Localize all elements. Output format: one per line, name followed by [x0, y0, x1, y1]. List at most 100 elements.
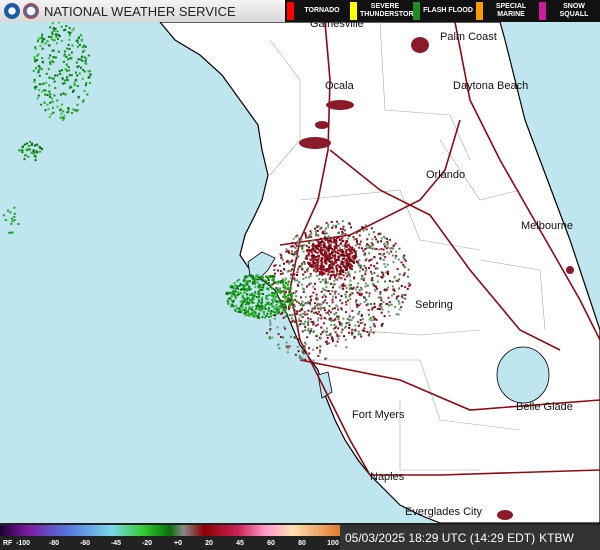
- echo: [343, 278, 346, 281]
- echo: [327, 235, 330, 238]
- echo: [381, 325, 383, 328]
- echo: [40, 68, 43, 71]
- echo: [239, 311, 242, 314]
- echo: [317, 307, 320, 310]
- echo: [328, 313, 331, 316]
- echo: [28, 144, 31, 147]
- echo: [291, 241, 294, 244]
- echo: [303, 352, 305, 355]
- echo: [335, 274, 338, 277]
- echo: [333, 323, 336, 326]
- echo: [332, 319, 335, 322]
- echo: [250, 308, 253, 311]
- charlotte-harbor: [317, 371, 333, 399]
- echo: [325, 258, 328, 261]
- echo: [301, 330, 304, 333]
- echo: [72, 108, 75, 111]
- echo: [351, 328, 354, 331]
- echo: [228, 297, 231, 300]
- echo: [298, 281, 301, 284]
- echo: [235, 287, 238, 290]
- echo: [254, 285, 257, 288]
- echo: [85, 82, 88, 85]
- echo: [306, 300, 309, 303]
- echo: [319, 259, 322, 262]
- echo: [380, 303, 383, 305]
- echo: [74, 109, 77, 112]
- echo: [320, 326, 323, 329]
- echo: [41, 41, 44, 44]
- echo: [321, 249, 324, 252]
- echo: [295, 300, 298, 303]
- echo: [41, 90, 44, 93]
- echo: [323, 309, 326, 312]
- echo: [353, 249, 356, 252]
- echo: [227, 297, 230, 300]
- echo: [280, 280, 283, 282]
- echo: [344, 242, 347, 245]
- echo: [83, 44, 86, 47]
- echo: [72, 90, 74, 93]
- echo: [344, 266, 347, 269]
- echo: [294, 353, 297, 356]
- echo: [322, 265, 325, 268]
- echo: [299, 304, 302, 307]
- echo: [296, 310, 299, 313]
- echo: [68, 27, 71, 29]
- echo: [376, 241, 379, 244]
- echo: [302, 304, 304, 307]
- echo: [60, 112, 63, 115]
- echo: [294, 235, 297, 238]
- echo: [273, 308, 276, 310]
- echo: [241, 303, 244, 306]
- echo: [325, 289, 328, 292]
- echo: [363, 330, 366, 332]
- echo: [344, 338, 347, 341]
- echo: [272, 277, 275, 280]
- echo: [280, 313, 283, 315]
- warning-swatch: [539, 2, 546, 20]
- echo: [325, 334, 328, 337]
- echo: [358, 259, 361, 262]
- echo: [332, 327, 335, 330]
- echo: [380, 248, 383, 251]
- echo: [276, 292, 279, 295]
- echo: [282, 268, 285, 270]
- echo: [348, 249, 351, 252]
- echo: [367, 334, 370, 337]
- echo: [241, 299, 244, 302]
- echo: [351, 309, 354, 312]
- echo: [358, 270, 361, 273]
- echo: [310, 294, 313, 297]
- echo: [374, 317, 376, 320]
- echo: [50, 36, 53, 38]
- echo: [82, 100, 85, 103]
- echo: [279, 298, 282, 301]
- echo: [30, 144, 33, 146]
- echo: [305, 244, 308, 247]
- echo: [242, 288, 245, 291]
- echo: [276, 307, 279, 310]
- echo: [303, 310, 306, 313]
- echo: [327, 250, 330, 253]
- echo: [351, 292, 354, 295]
- echo: [238, 284, 241, 287]
- echo: [84, 60, 87, 62]
- echo: [355, 299, 358, 302]
- echo: [404, 297, 407, 300]
- echo: [72, 89, 75, 92]
- echo: [295, 244, 298, 247]
- echo: [380, 323, 383, 326]
- warning-swatch: [287, 2, 294, 20]
- echo: [69, 33, 71, 36]
- echo: [343, 326, 346, 329]
- echo: [360, 335, 363, 338]
- echo: [349, 259, 351, 262]
- echo: [356, 242, 359, 245]
- echo: [288, 262, 291, 265]
- echo: [348, 295, 351, 298]
- echo: [49, 95, 52, 98]
- echo: [322, 287, 325, 290]
- echo: [258, 278, 261, 281]
